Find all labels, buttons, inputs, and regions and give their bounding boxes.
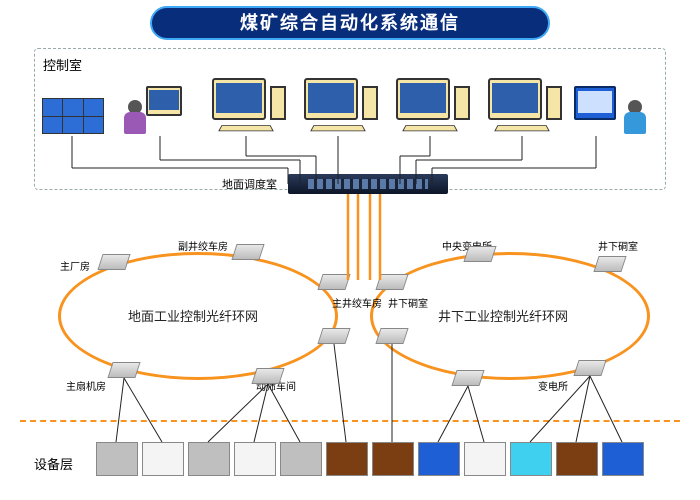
- device-icon: [142, 442, 184, 476]
- rack-switch-icon: [288, 174, 448, 194]
- device-icon: [280, 442, 322, 476]
- control-room-label: 控制室: [43, 55, 82, 74]
- device-icon: [96, 442, 138, 476]
- ring-right-label: 井下工业控制光纤环网: [438, 306, 568, 325]
- switch-node-icon: [463, 246, 496, 262]
- operator-right-icon: [628, 100, 646, 134]
- switch-node-icon: [231, 244, 264, 260]
- switch-node-icon: [317, 274, 350, 290]
- device-icon: [556, 442, 598, 476]
- device-icon: [464, 442, 506, 476]
- dispatch-label: 地面调度室: [222, 176, 277, 192]
- computer-icon: [304, 78, 358, 120]
- computer-icon: [396, 78, 450, 120]
- switch-node-icon: [451, 370, 484, 386]
- switch-node-icon: [251, 368, 284, 384]
- switch-node-icon: [593, 256, 626, 272]
- operator-left-icon: [128, 100, 146, 134]
- device-icon: [188, 442, 230, 476]
- screen-wall-icon: [42, 98, 104, 134]
- device-icon: [326, 442, 368, 476]
- switch-node-icon: [573, 360, 606, 376]
- device-icon: [234, 442, 276, 476]
- switch-node-icon: [375, 274, 408, 290]
- device-icon: [510, 442, 552, 476]
- switch-node-icon: [375, 328, 408, 344]
- operator-right-monitor-icon: [574, 86, 616, 120]
- device-layer-divider: [20, 420, 680, 422]
- node-main-plant: 主厂房: [60, 258, 90, 273]
- device-layer-label: 设备层: [34, 454, 73, 473]
- switch-node-icon: [317, 328, 350, 344]
- title-banner: 煤矿综合自动化系统通信: [150, 6, 550, 40]
- node-fan-room: 主扇机房: [66, 378, 106, 393]
- device-icon: [602, 442, 644, 476]
- computer-icon: [212, 78, 266, 120]
- device-icon: [372, 442, 414, 476]
- switch-node-icon: [97, 254, 130, 270]
- node-ug-chamber-b: 井下硐室: [388, 295, 428, 310]
- computer-icon: [488, 78, 542, 120]
- device-icon: [418, 442, 460, 476]
- ring-left-label: 地面工业控制光纤环网: [128, 306, 258, 325]
- switch-node-icon: [107, 362, 140, 378]
- node-aux-winch: 副井绞车房: [178, 238, 228, 253]
- operator-left-monitor-icon: [146, 86, 182, 116]
- node-main-winch: 主井绞车房: [332, 295, 382, 310]
- node-substation: 变电所: [538, 378, 568, 393]
- node-ug-chamber-a: 井下硐室: [598, 238, 638, 253]
